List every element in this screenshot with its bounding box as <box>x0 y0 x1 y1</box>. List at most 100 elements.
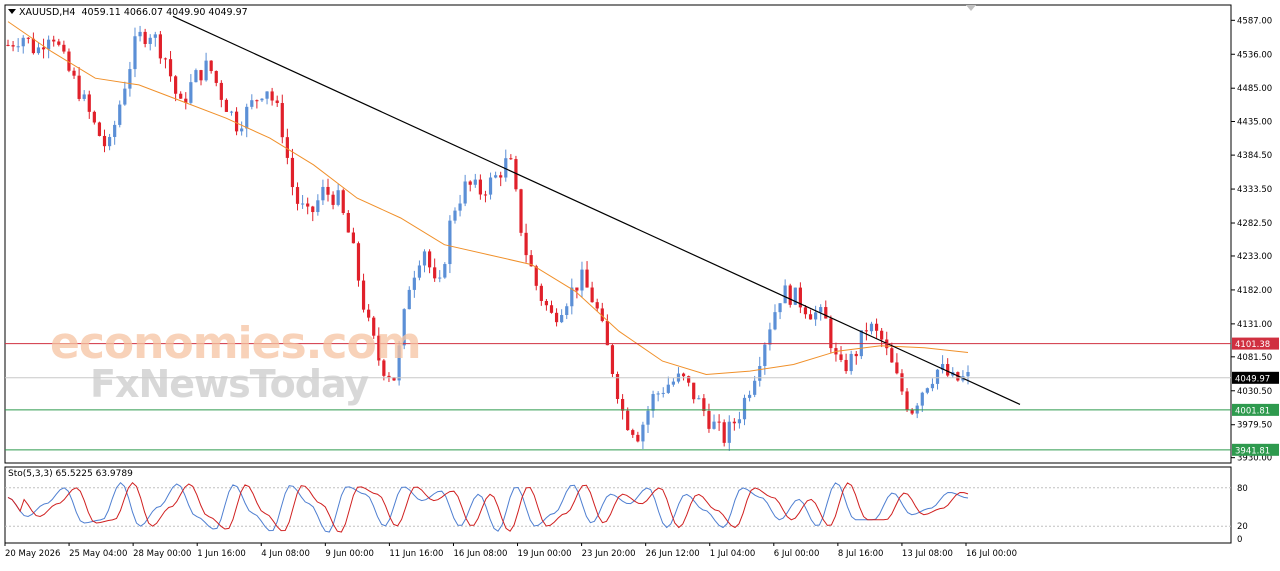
candle-body <box>631 430 635 435</box>
candle-body <box>504 158 508 178</box>
x-tick-label: 26 Jun 12:00 <box>646 549 700 559</box>
candle-body <box>382 360 386 376</box>
x-tick-label: 16 Jul 00:00 <box>966 549 1017 559</box>
level-price-box <box>1232 337 1279 350</box>
candle-body <box>311 206 315 213</box>
candle-body <box>560 315 564 323</box>
candle-body <box>763 344 767 367</box>
y-tick-label: 4030.50 <box>1237 387 1272 397</box>
candle-body <box>514 159 518 190</box>
candle-body <box>488 177 493 195</box>
candle-body <box>966 372 970 377</box>
x-tick-label: 1 Jul 04:00 <box>710 549 756 559</box>
candle-body <box>123 88 127 105</box>
candle-body <box>31 38 35 54</box>
candle-body <box>295 187 300 204</box>
candle-body <box>229 111 234 113</box>
candle-body <box>768 329 772 345</box>
candle-body <box>397 345 401 381</box>
candle-body <box>107 136 112 147</box>
stoch-level-label: 0 <box>1237 535 1242 545</box>
candle-body <box>864 330 869 332</box>
candle-body <box>326 186 330 195</box>
candle-body <box>168 59 173 77</box>
candle-body <box>758 366 762 381</box>
candle-body <box>905 391 909 410</box>
candle-body <box>224 99 229 112</box>
level-price-label: 3941.81 <box>1235 446 1270 456</box>
candle-body <box>941 364 945 370</box>
candle-body <box>575 287 579 291</box>
candle-body <box>36 47 41 54</box>
candle-body <box>133 36 137 70</box>
candle-body <box>433 267 437 279</box>
x-tick-label: 8 Jul 16:00 <box>838 549 884 559</box>
candle-body <box>641 424 645 442</box>
candle-body <box>417 265 422 278</box>
candle-body <box>214 71 218 83</box>
candle-body <box>570 287 574 307</box>
candle-body <box>783 285 787 304</box>
dropdown-triangle-icon[interactable] <box>8 9 16 14</box>
y-tick-label: 4587.00 <box>1237 16 1272 26</box>
candle-body <box>57 41 61 45</box>
candle-body <box>661 392 665 394</box>
candle-body <box>118 104 122 125</box>
candle-body <box>438 277 442 279</box>
candle-body <box>712 421 716 429</box>
candle-body <box>483 194 488 196</box>
candle-body <box>524 232 528 256</box>
candle-body <box>316 200 320 213</box>
candle-body <box>590 287 594 303</box>
candle-body <box>935 369 940 384</box>
watermark-economies: economies.com <box>50 318 422 369</box>
candle-body <box>285 137 289 158</box>
candle-body <box>392 377 396 381</box>
candle-body <box>829 318 833 349</box>
candle-body <box>427 251 432 268</box>
candle-body <box>234 111 239 132</box>
x-tick-label: 4 Jun 08:00 <box>261 549 310 559</box>
candle-body <box>275 100 279 104</box>
candle-body <box>412 277 416 290</box>
candle-body <box>808 314 813 320</box>
candle-body <box>895 362 899 374</box>
stochastic-label: Sto(5,3,3) 65.5225 63.9789 <box>8 469 133 479</box>
candle-body <box>62 44 66 52</box>
candle-body <box>844 359 848 372</box>
candle-body <box>732 421 736 424</box>
candle-body <box>245 106 249 129</box>
candle-body <box>422 251 427 266</box>
x-tick-label: 11 Jun 16:00 <box>389 549 443 559</box>
candle-body <box>697 398 701 400</box>
trendline <box>172 15 1021 405</box>
candle-body <box>722 422 726 443</box>
ohlc-label: 4059.11 4066.07 4049.90 4049.97 <box>81 7 248 18</box>
candle-body <box>737 419 742 424</box>
candle-body <box>803 307 808 315</box>
y-tick-label: 3979.50 <box>1237 421 1272 431</box>
level-price-box <box>1232 403 1279 416</box>
candle-body <box>87 94 91 112</box>
candle-body <box>377 335 381 361</box>
candle-body <box>77 75 81 99</box>
candle-body <box>372 317 376 336</box>
level-price-label: 4101.38 <box>1235 340 1270 350</box>
y-tick-label: 4233.00 <box>1237 252 1272 262</box>
stochastic-signal-line <box>7 481 969 533</box>
candle-body <box>453 210 457 221</box>
x-tick-label: 6 Jul 00:00 <box>774 549 820 559</box>
candle-body <box>651 394 655 411</box>
y-tick-label: 4081.50 <box>1237 353 1272 363</box>
candle-body <box>158 34 162 59</box>
candle-body <box>707 411 711 429</box>
candle-body <box>636 434 640 442</box>
candle-body <box>321 186 325 201</box>
candle-body <box>260 98 264 101</box>
candle-body <box>742 397 747 420</box>
candle-body <box>11 45 15 47</box>
symbol-label: XAUUSD,H4 <box>19 7 76 18</box>
x-tick-label: 25 May 04:00 <box>69 549 127 559</box>
